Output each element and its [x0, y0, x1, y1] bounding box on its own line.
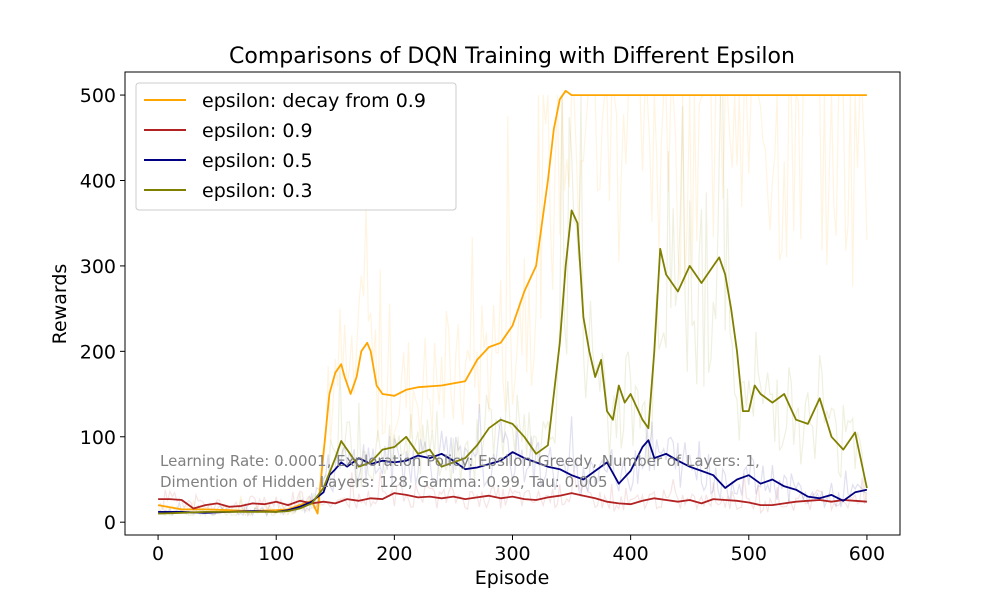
- y-axis-ticks: 0 100 200 300 400 500: [80, 85, 125, 534]
- y-axis-label: Rewards: [49, 264, 71, 345]
- raw-rewards-0: [157, 94, 868, 517]
- series-line-2: [158, 439, 868, 514]
- y-tick-label: 100: [80, 427, 116, 449]
- x-axis-ticks: 0 100 200 300 400 500 600: [152, 535, 885, 565]
- series-line-1: [158, 492, 867, 510]
- x-tick-label: 100: [258, 543, 294, 565]
- y-tick-label: 0: [104, 512, 116, 534]
- legend-label-0: epsilon: decay from 0.9: [202, 90, 426, 112]
- x-tick-label: 0: [152, 543, 164, 565]
- annotation: Learning Rate: 0.0001, Exploration Polic…: [160, 452, 760, 491]
- legend-label-3: epsilon: 0.3: [202, 180, 313, 202]
- y-tick-label: 200: [80, 341, 116, 363]
- legend: epsilon: decay from 0.9 epsilon: 0.9 epsil…: [135, 82, 457, 211]
- y-tick-label: 500: [80, 85, 116, 107]
- x-tick-label: 200: [376, 543, 412, 565]
- x-tick-label: 600: [849, 543, 885, 565]
- series-line-3: [158, 209, 868, 515]
- x-tick-label: 300: [494, 543, 530, 565]
- x-axis-label: Episode: [475, 567, 550, 589]
- chart-title: Comparisons of DQN Training with Differe…: [229, 44, 795, 69]
- annotation-line-1: Learning Rate: 0.0001, Exploration Polic…: [160, 452, 760, 470]
- x-tick-label: 400: [613, 543, 649, 565]
- series-line-0: [157, 89, 867, 515]
- x-tick-label: 500: [731, 543, 767, 565]
- y-tick-label: 300: [80, 256, 116, 278]
- legend-label-1: epsilon: 0.9: [202, 120, 313, 142]
- raw-rewards-1: [157, 470, 868, 515]
- y-tick-label: 400: [80, 170, 116, 192]
- legend-box: [135, 82, 457, 211]
- legend-label-2: epsilon: 0.5: [202, 150, 313, 172]
- series-layer: [157, 89, 868, 515]
- annotation-line-2: Dimention of Hidden Layers: 128, Gamma: …: [160, 473, 608, 491]
